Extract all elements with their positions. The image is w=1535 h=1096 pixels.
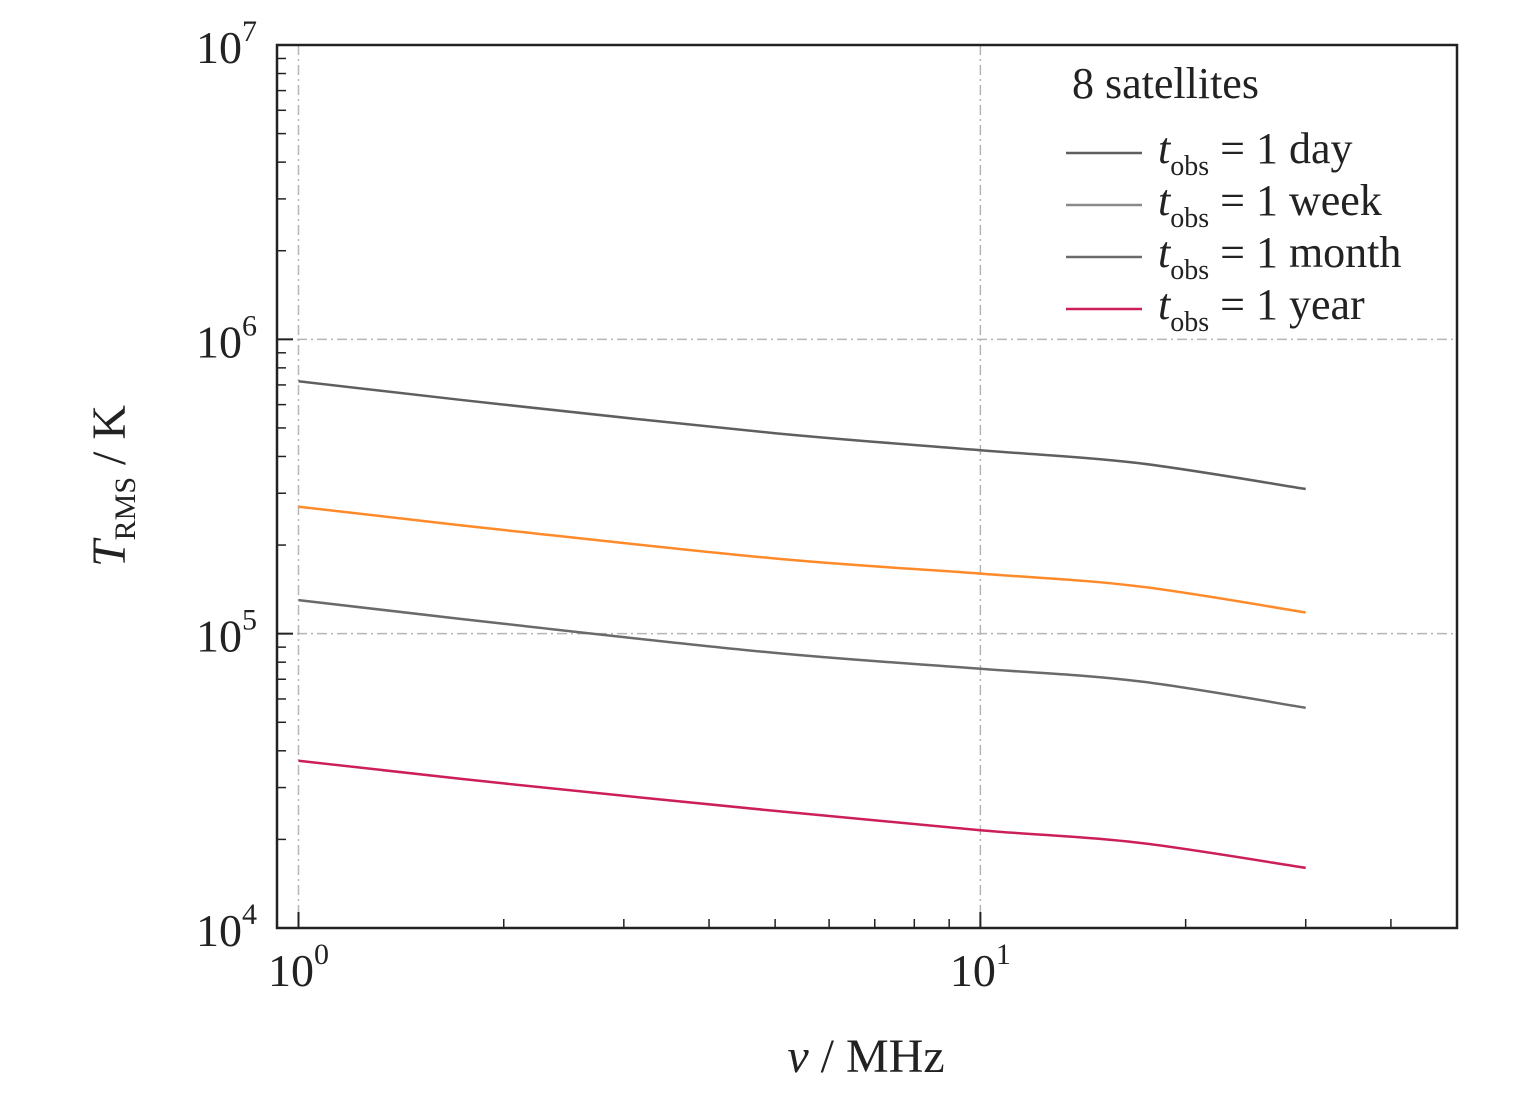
legend-label: tobs = 1 year xyxy=(1158,280,1365,338)
series-line-1 xyxy=(298,380,1306,491)
major-ticks xyxy=(277,44,982,929)
grid-lines xyxy=(277,45,1457,928)
y-axis-subscript: RMS xyxy=(109,477,142,540)
legend-label: tobs = 1 day xyxy=(1158,124,1352,182)
x-axis-symbol: ν xyxy=(787,1030,809,1083)
legend-label: tobs = 1 week xyxy=(1158,176,1382,234)
y-tick-label: 105 xyxy=(196,604,257,662)
y-tick-label: 104 xyxy=(196,898,257,956)
legend-title: 8 satellites xyxy=(1072,59,1259,108)
y-axis-unit: / K xyxy=(83,405,136,477)
y-axis-label: TRMS / K xyxy=(83,405,142,567)
y-tick-label: 107 xyxy=(196,15,257,73)
tick-labels: 100 101 104 105 106 107 xyxy=(196,15,1011,996)
x-tick-label: 101 xyxy=(950,938,1011,996)
series-lines xyxy=(298,380,1306,870)
x-tick-label: 100 xyxy=(268,938,329,996)
series-line-4 xyxy=(298,759,1306,870)
series-line-2 xyxy=(298,505,1306,614)
y-axis-symbol: T xyxy=(83,537,136,567)
plot-frame xyxy=(275,43,1459,930)
minor-ticks xyxy=(277,57,1392,928)
x-axis-unit: / MHz xyxy=(809,1030,945,1083)
legend-label: tobs = 1 month xyxy=(1158,228,1401,286)
x-axis-label: ν / MHz xyxy=(787,1030,944,1083)
y-tick-label: 106 xyxy=(196,309,257,367)
series-line-3 xyxy=(298,598,1306,710)
